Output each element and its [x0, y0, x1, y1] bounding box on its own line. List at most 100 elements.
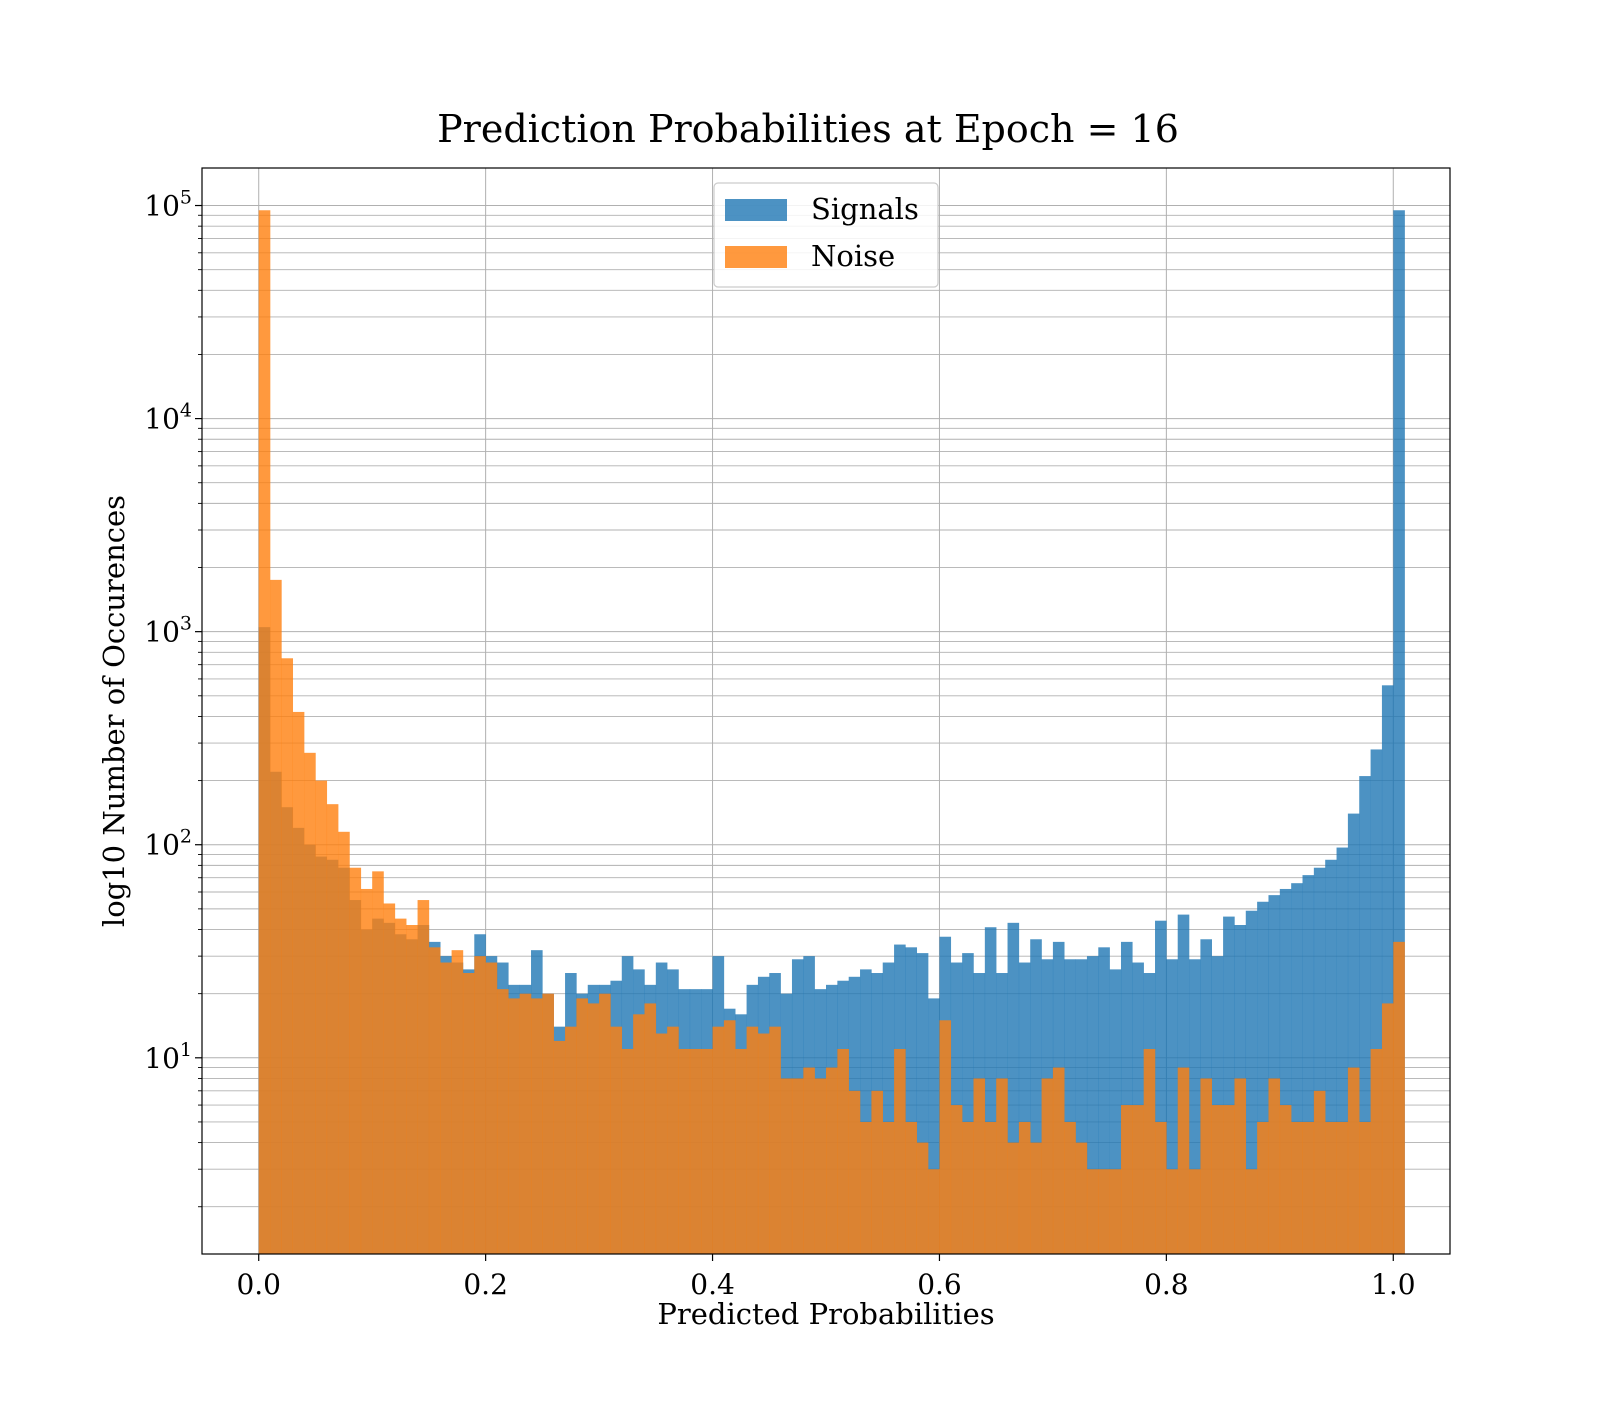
histogram-bar: [689, 1048, 702, 1254]
histogram-bar: [1393, 210, 1405, 1255]
legend-swatch-signals: [725, 199, 787, 221]
histogram-bar: [757, 1033, 770, 1254]
histogram-bar: [1279, 888, 1292, 1254]
y-tick-label: 103: [144, 613, 192, 649]
histogram-bar: [1064, 959, 1076, 1254]
histogram-bar: [950, 1105, 963, 1254]
histogram-bar: [1279, 1105, 1292, 1254]
histogram-bar: [1166, 1169, 1178, 1254]
histogram-bar: [1109, 1169, 1122, 1254]
histogram-bar: [474, 956, 486, 1254]
histogram-bar: [1007, 1142, 1020, 1254]
histogram-bar: [1030, 939, 1042, 1254]
histogram-bar: [1257, 901, 1269, 1254]
histogram-bar: [417, 900, 430, 1254]
histogram-bar: [803, 1067, 815, 1254]
histogram-bar: [565, 1026, 577, 1254]
histogram-bar: [1245, 910, 1258, 1254]
histogram-bar: [1166, 959, 1178, 1254]
histogram-bar: [1302, 875, 1315, 1254]
histogram-bar: [916, 1142, 929, 1254]
histogram-bar: [338, 831, 350, 1254]
histogram-bar: [428, 947, 441, 1254]
histogram-bar: [1291, 883, 1303, 1254]
histogram-bar: [667, 1026, 679, 1254]
histogram-bar: [1359, 776, 1371, 1254]
x-tick-label: 0.8: [1144, 1268, 1189, 1301]
histogram-bar: [1245, 1169, 1258, 1254]
histogram-bar: [814, 1078, 827, 1254]
histogram-bar: [315, 780, 328, 1254]
histogram-bar: [655, 1033, 668, 1254]
histogram-bar: [1257, 1121, 1269, 1254]
histogram-bar: [1075, 959, 1088, 1254]
histogram-bar: [383, 903, 396, 1254]
histogram-bar: [553, 1040, 566, 1254]
histogram-bar: [1189, 959, 1201, 1254]
histogram-bar: [1325, 859, 1337, 1254]
histogram-bar: [1120, 941, 1133, 1254]
histogram-bar: [1223, 916, 1235, 1254]
histogram-bar: [1086, 956, 1099, 1254]
histogram-bar: [1155, 920, 1167, 1254]
histogram-bar: [882, 962, 895, 1254]
plot-area: [201, 167, 1451, 1255]
histogram-bar: [928, 998, 940, 1254]
histogram-bar: [633, 1014, 645, 1254]
histogram-bar: [508, 998, 520, 1254]
bars-layer: [258, 210, 1405, 1255]
histogram-bar: [1155, 1121, 1167, 1254]
histogram-bar: [848, 1090, 861, 1254]
histogram-bar: [360, 888, 373, 1254]
histogram-bar: [1347, 1067, 1360, 1254]
histogram-bar: [1313, 867, 1326, 1254]
histogram-bar: [769, 1026, 781, 1254]
histogram-bar: [485, 962, 498, 1254]
histogram-bar: [258, 210, 271, 1255]
histogram-bar: [1223, 1105, 1235, 1254]
histogram-bar: [496, 989, 509, 1254]
legend-label-signals: Signals: [811, 192, 919, 226]
histogram-bar: [780, 1078, 793, 1254]
histogram-bar: [610, 1026, 623, 1254]
histogram-bar: [1018, 962, 1031, 1254]
x-tick-label: 0.4: [690, 1268, 735, 1301]
histogram-bar: [928, 1169, 940, 1254]
x-ticks: 0.0 0.2 0.4 0.6 0.8 1.0: [236, 1254, 1416, 1301]
histogram-bar: [860, 1121, 872, 1254]
histogram-bar: [462, 973, 475, 1254]
histogram-bar: [1302, 1121, 1315, 1254]
histogram-bar: [1336, 847, 1349, 1254]
histogram-bar: [531, 998, 543, 1254]
histogram-bar: [1018, 1121, 1031, 1254]
histogram-bar: [1370, 1048, 1383, 1254]
histogram-bar: [1393, 941, 1405, 1254]
histogram-bar: [1052, 1067, 1065, 1254]
histogram-bar: [1336, 1121, 1349, 1254]
legend-label-noise: Noise: [811, 239, 895, 273]
histogram-bar: [576, 998, 588, 1254]
histogram-bar: [644, 1003, 657, 1254]
histogram-bar: [678, 1048, 691, 1254]
histogram-bar: [1143, 1048, 1156, 1254]
histogram-bar: [281, 658, 294, 1254]
histogram-bar: [882, 1121, 895, 1254]
histogram-bar: [1132, 1105, 1144, 1254]
histogram-bar: [1098, 947, 1110, 1254]
histogram-bar: [1030, 1142, 1042, 1254]
histogram-bar: [1177, 1067, 1190, 1254]
histogram-bar: [1200, 1078, 1212, 1254]
histogram-bar: [1075, 1142, 1088, 1254]
histogram-bar: [1313, 1090, 1326, 1254]
histogram-bar: [826, 1067, 838, 1254]
histogram-bar: [270, 579, 282, 1254]
histogram-bar: [372, 871, 384, 1254]
histogram-bar: [1359, 1121, 1371, 1254]
histogram-bar: [905, 1121, 918, 1254]
histogram-bar: [304, 752, 316, 1254]
histogram-bar: [984, 927, 997, 1254]
histogram-bar: [542, 993, 554, 1254]
histogram-bar: [712, 1026, 725, 1254]
histogram-bar: [1086, 1169, 1099, 1254]
